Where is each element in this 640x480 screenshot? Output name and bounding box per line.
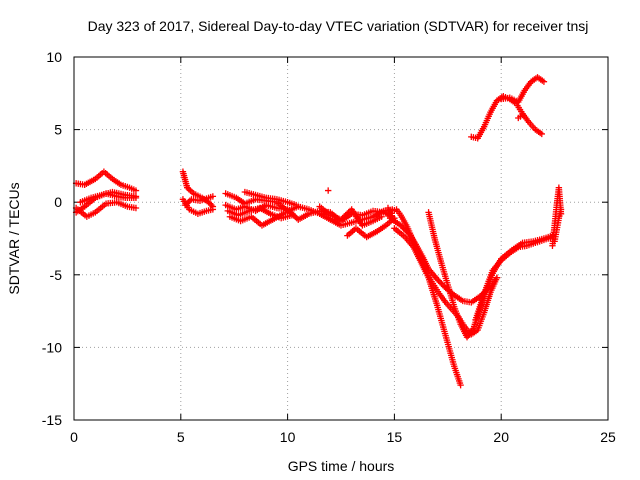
data-point [519, 111, 526, 119]
data-point [493, 274, 501, 281]
series-track-19 [472, 232, 556, 324]
series-track-17 [391, 225, 501, 338]
plot-frame [73, 56, 609, 421]
data-point [206, 200, 214, 207]
data-point [403, 228, 410, 235]
data-point [538, 130, 545, 138]
data-point [397, 222, 405, 229]
y-tick-label: -10 [42, 339, 62, 355]
data-point [292, 201, 300, 209]
series-track-13 [316, 203, 385, 229]
series-track-4 [77, 188, 140, 206]
x-tick-label: 15 [387, 429, 403, 445]
data-point [209, 206, 217, 213]
data-point [433, 275, 441, 283]
series-track-21 [551, 206, 565, 245]
data-point [540, 78, 548, 85]
data-point [400, 225, 407, 232]
series-track-8 [222, 201, 396, 225]
x-tick-label: 5 [177, 429, 185, 445]
data-point [399, 223, 406, 231]
data-points [72, 74, 565, 389]
x-tick-label: 10 [280, 429, 296, 445]
data-point [324, 187, 332, 194]
series-track-7 [181, 193, 217, 209]
data-point [549, 232, 556, 239]
x-tick-label: 0 [70, 429, 78, 445]
data-point [436, 278, 444, 286]
series-track-6 [179, 196, 217, 218]
grid-lines [74, 57, 608, 420]
y-tick-label: 0 [54, 194, 62, 210]
x-axis-label: GPS time / hours [288, 458, 395, 474]
series-track-1 [72, 168, 140, 194]
data-point [438, 280, 445, 287]
data-point [441, 283, 448, 290]
series-track-10 [226, 206, 296, 229]
y-tick-label: 5 [54, 122, 62, 138]
data-point [132, 187, 140, 194]
data-point [457, 381, 464, 389]
y-tick-label: -5 [50, 267, 63, 283]
data-point [378, 213, 385, 220]
data-point [557, 206, 565, 213]
x-tick-label: 20 [493, 429, 509, 445]
data-point [132, 204, 140, 212]
series-track-3 [72, 199, 140, 220]
data-point [132, 193, 140, 200]
data-point [288, 206, 296, 213]
chart-title: Day 323 of 2017, Sidereal Day-to-day VTE… [88, 18, 589, 34]
x-tick-label: 25 [600, 429, 616, 445]
data-point [208, 201, 215, 209]
data-point [288, 212, 296, 219]
data-point [401, 226, 409, 233]
series-track-12 [224, 204, 296, 222]
data-point [404, 229, 412, 236]
y-tick-label: -15 [42, 412, 62, 428]
y-axis-label: SDTVAR / TECUs [6, 182, 22, 294]
data-point [209, 193, 217, 200]
series-track-24 [515, 111, 526, 122]
series-track-22 [468, 93, 545, 142]
axis-ticks: 0 5 10 15 20 25 -15 -10 -5 0 5 10 [42, 49, 616, 445]
data-point [435, 277, 442, 284]
y-tick-label: 10 [46, 49, 62, 65]
series-track-23 [498, 74, 548, 106]
series-track-11 [241, 188, 300, 209]
series-track-25 [324, 187, 332, 194]
